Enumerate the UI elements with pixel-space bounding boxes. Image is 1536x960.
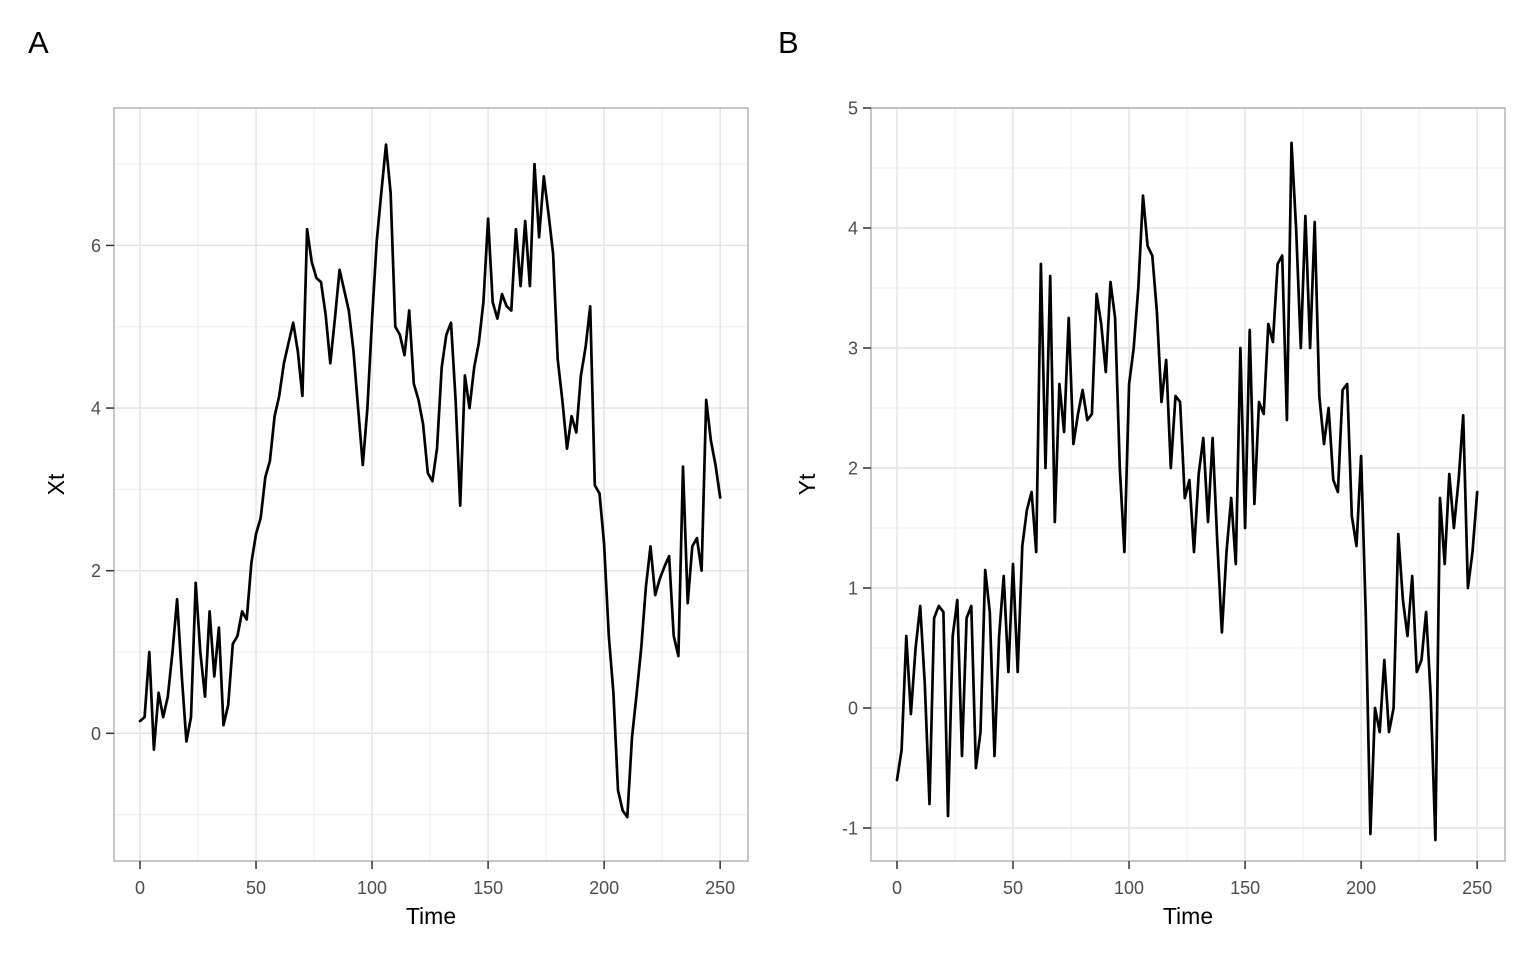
svg-text:0: 0 — [848, 699, 858, 719]
svg-text:2: 2 — [91, 561, 101, 581]
svg-text:4: 4 — [848, 219, 858, 239]
svg-text:100: 100 — [357, 878, 387, 898]
svg-text:150: 150 — [473, 878, 503, 898]
svg-text:6: 6 — [91, 236, 101, 256]
svg-text:Time: Time — [406, 903, 456, 929]
panel-b: B 0 50 100 150 200 250 -1 0 1 2 3 4 5 Time Yt — [768, 0, 1536, 960]
svg-text:50: 50 — [246, 878, 266, 898]
svg-text:0: 0 — [91, 724, 101, 744]
svg-text:250: 250 — [705, 878, 735, 898]
svg-text:Time: Time — [1163, 903, 1213, 929]
svg-text:200: 200 — [1346, 878, 1376, 898]
panel-a-tag: A — [28, 25, 49, 60]
svg-text:0: 0 — [892, 878, 902, 898]
svg-text:Yt: Yt — [794, 473, 820, 495]
svg-text:2: 2 — [848, 459, 858, 479]
svg-text:250: 250 — [1462, 878, 1492, 898]
svg-text:Xt: Xt — [43, 473, 69, 495]
svg-text:5: 5 — [848, 99, 858, 119]
svg-text:-1: -1 — [842, 819, 858, 839]
panel-a: A 0 50 100 150 200 250 0 2 4 6 Time Xt — [28, 25, 749, 929]
svg-text:3: 3 — [848, 339, 858, 359]
svg-text:1: 1 — [848, 579, 858, 599]
svg-text:0: 0 — [135, 878, 145, 898]
panel-a-plot: 0 50 100 150 200 250 0 2 4 6 Time Xt — [43, 107, 749, 929]
svg-text:50: 50 — [1003, 878, 1023, 898]
svg-text:150: 150 — [1230, 878, 1260, 898]
panel-b-tag: B — [778, 25, 799, 60]
svg-text:200: 200 — [589, 878, 619, 898]
panel-b-plot: 0 50 100 150 200 250 -1 0 1 2 3 4 5 Time Yt — [794, 99, 1506, 929]
svg-text:4: 4 — [91, 399, 101, 419]
svg-text:100: 100 — [1114, 878, 1144, 898]
